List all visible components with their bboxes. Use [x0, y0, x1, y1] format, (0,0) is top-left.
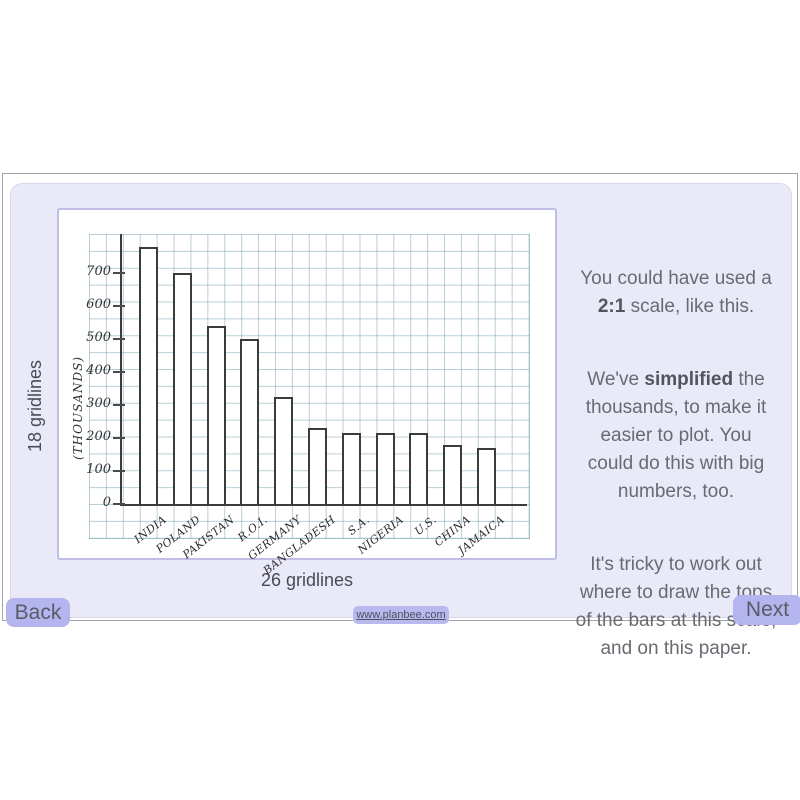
- y-axis-tick: [113, 503, 125, 505]
- bar: [477, 448, 496, 504]
- bar: [274, 397, 293, 504]
- y-axis-line: [120, 234, 122, 506]
- y-axis-tick: [113, 371, 125, 373]
- y-axis-tick-label: 0: [102, 495, 111, 510]
- bold-text: simplified: [644, 369, 734, 390]
- back-button[interactable]: Back: [6, 598, 70, 627]
- paragraph-text: scale, like this.: [625, 296, 755, 317]
- y-axis-tick-label: 400: [86, 363, 111, 378]
- y-axis-tick-label: 200: [86, 429, 111, 444]
- planbee-site-link[interactable]: www.planbee.com: [353, 606, 449, 624]
- y-axis-tick-label: 700: [86, 264, 111, 279]
- y-axis-tick: [113, 305, 125, 307]
- bar-chart-plot: 0 100 200 300 400 500 600 700 INDIA POLAND PAKISTA…: [59, 210, 559, 577]
- y-axis-tick: [113, 272, 125, 274]
- bar: [409, 433, 428, 504]
- y-axis-tick: [113, 404, 125, 406]
- bar: [342, 433, 361, 504]
- paragraph-text: We've: [587, 369, 645, 390]
- paragraph-text: You could have used a: [580, 268, 772, 289]
- bar: [308, 428, 327, 504]
- bar: [443, 445, 462, 504]
- explanation-paragraph-1: You could have used a 2:1 scale, like th…: [558, 265, 794, 321]
- bar: [207, 326, 226, 504]
- explanation-paragraph-2: We've simplified the thousands, to make …: [558, 366, 794, 506]
- y-axis-tick-label: 500: [86, 330, 111, 345]
- y-axis-tick-label: 100: [86, 462, 111, 477]
- explanation-text: You could have used a 2:1 scale, like th…: [558, 237, 794, 708]
- bar: [376, 433, 395, 504]
- y-axis-tick: [113, 437, 125, 439]
- x-axis-line: [120, 504, 527, 506]
- y-axis-tick-label: 600: [86, 297, 111, 312]
- bold-text: 2:1: [597, 296, 626, 317]
- y-axis-tick-label: 300: [86, 396, 111, 411]
- chart-card: (THOUSANDS) 0 100 200 300 400 500 600 700 INDIA P…: [57, 208, 559, 577]
- y-axis-tick: [113, 470, 125, 472]
- bar: [240, 339, 259, 504]
- bar: [139, 247, 158, 504]
- y-axis-tick: [113, 338, 125, 340]
- paragraph-text: the thousands, to make it easier to plot…: [585, 369, 767, 502]
- gridline-count-horizontal-note: 26 gridlines: [260, 570, 354, 590]
- gridline-count-vertical-note: 18 gridlines: [25, 359, 45, 453]
- next-button[interactable]: Next: [733, 595, 800, 625]
- bar: [173, 273, 192, 504]
